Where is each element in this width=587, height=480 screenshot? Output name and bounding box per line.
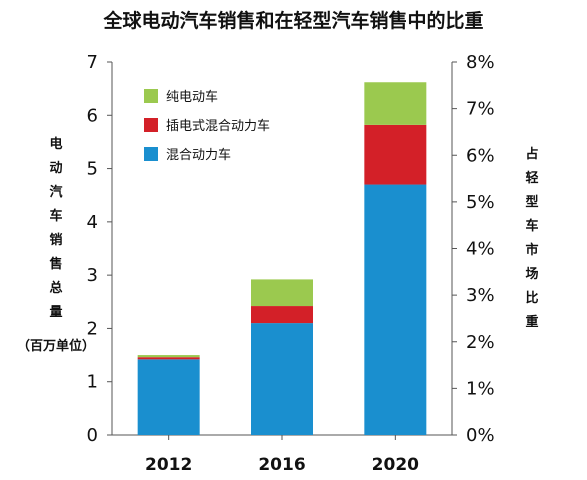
bar-segment [364, 82, 427, 125]
left-axis-label-char: 电 [49, 136, 62, 152]
bar-segment [364, 124, 427, 185]
left-tick-label: 1 [87, 372, 98, 393]
right-axis-label-char: 占 [525, 146, 538, 162]
right-tick-label: 2% [466, 332, 495, 353]
right-tick-label: 4% [466, 239, 495, 260]
right-axis-label-char: 车 [525, 218, 538, 234]
left-axis-label-char: 动 [49, 161, 62, 176]
legend-swatch [144, 147, 158, 161]
x-category-label: 2016 [258, 455, 305, 475]
right-tick-label: 0% [466, 425, 495, 446]
right-axis-label-char: 比 [525, 290, 538, 306]
right-axis-label-char: 轻 [525, 170, 538, 186]
left-tick-label: 2 [87, 318, 98, 339]
right-tick-label: 7% [466, 99, 495, 120]
right-axis-label-char: 市 [525, 242, 538, 258]
bar-segment [251, 323, 313, 435]
left-axis-unit-label: （百万单位） [17, 338, 95, 354]
chart-title: 全球电动汽车销售和在轻型汽车销售中的比重 [103, 10, 484, 32]
legend-label: 纯电动车 [166, 89, 218, 105]
right-tick-label: 5% [466, 192, 495, 213]
left-tick-label: 0 [87, 425, 98, 446]
x-category-label: 2012 [145, 455, 192, 475]
bar-segment [251, 306, 313, 324]
bar-segment [137, 359, 200, 435]
x-category-label: 2020 [372, 455, 419, 475]
right-tick-label: 6% [466, 145, 495, 166]
legend-swatch [144, 89, 158, 103]
left-tick-label: 3 [87, 265, 98, 286]
right-tick-label: 8% [466, 52, 495, 73]
left-axis-label-char: 售 [49, 256, 62, 272]
left-tick-label: 7 [87, 52, 98, 73]
legend-swatch [144, 118, 158, 132]
bar-segment [137, 357, 200, 360]
legend-label: 插电式混合动力车 [166, 118, 270, 134]
bar-segment [251, 279, 313, 307]
left-tick-label: 6 [87, 105, 98, 126]
legend-label: 混合动力车 [166, 147, 231, 163]
left-axis-label-char: 总 [49, 280, 62, 296]
right-tick-label: 3% [466, 285, 495, 306]
bar-segment [364, 184, 427, 435]
right-axis-label-char: 型 [525, 194, 538, 210]
left-axis-label-char: 量 [49, 305, 62, 320]
left-tick-label: 5 [87, 159, 98, 180]
left-axis-label-char: 车 [49, 208, 62, 224]
right-axis-label-char: 重 [525, 314, 538, 330]
right-axis-label-char: 场 [525, 267, 538, 282]
left-axis-label-char: 汽 [49, 184, 62, 200]
bar-segment [137, 355, 200, 358]
left-tick-label: 4 [87, 212, 98, 233]
right-tick-label: 1% [466, 378, 495, 399]
left-axis-label-char: 销 [49, 232, 62, 248]
